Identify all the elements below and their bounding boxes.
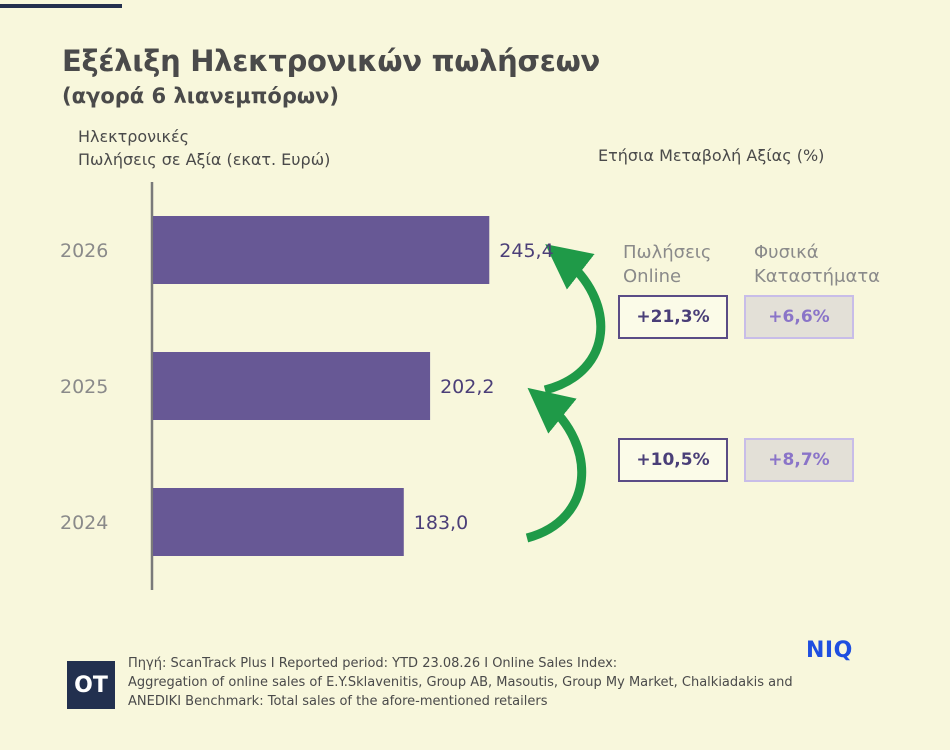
- source-line-3: ANEDIKI Benchmark: Total sales of the af…: [128, 694, 548, 709]
- physical-change-2026: +6,6%: [744, 295, 854, 339]
- value-axis-label: Ηλεκτρονικές Πωλήσεις σε Αξία (εκατ. Ευρ…: [78, 125, 330, 171]
- bar-2024: [153, 488, 404, 556]
- top-accent-bar: [0, 4, 122, 8]
- growth-arrow-2025-2026: [543, 244, 606, 395]
- change-axis-label: Ετήσια Μεταβολή Αξίας (%): [598, 146, 825, 165]
- online-change-2025: +10,5%: [618, 438, 728, 482]
- physical-column-header: Φυσικά Καταστήματα: [754, 241, 880, 289]
- online-column-header: Πωλήσεις Online: [623, 241, 711, 289]
- online-header-line2: Online: [623, 266, 682, 287]
- online-change-2026: +21,3%: [618, 295, 728, 339]
- value-axis-label-line2: Πωλήσεις σε Αξία (εκατ. Ευρώ): [78, 150, 331, 169]
- category-label-2024: 2024: [60, 512, 108, 534]
- source-note: Πηγή: ScanTrack Plus I Reported period: …: [128, 654, 848, 711]
- category-label-2026: 2026: [60, 240, 108, 262]
- physical-change-2025: +8,7%: [744, 438, 854, 482]
- source-line-1: Πηγή: ScanTrack Plus I Reported period: …: [128, 656, 618, 671]
- physical-header-line2: Καταστήματα: [754, 266, 881, 287]
- bar-2026: [153, 216, 490, 284]
- page-subtitle: (αγορά 6 λιανεμπόρων): [62, 84, 340, 108]
- online-header-line1: Πωλήσεις: [623, 242, 712, 263]
- source-line-2: Aggregation of online sales of E.Y.Sklav…: [128, 675, 793, 690]
- growth-arrow-2024-2025: [525, 387, 587, 543]
- value-label-2026: 245,4: [499, 240, 553, 262]
- bar-2025: [153, 352, 431, 420]
- value-axis-label-line1: Ηλεκτρονικές: [78, 127, 189, 146]
- niq-logo: NIQ: [806, 638, 853, 663]
- physical-header-line1: Φυσικά: [754, 242, 819, 263]
- value-label-2025: 202,2: [440, 376, 494, 398]
- value-label-2024: 183,0: [414, 512, 468, 534]
- category-label-2025: 2025: [60, 376, 108, 398]
- page-title: Εξέλιξη Ηλεκτρονικών πωλήσεων: [62, 44, 601, 78]
- ot-badge-logo: OT: [67, 661, 115, 709]
